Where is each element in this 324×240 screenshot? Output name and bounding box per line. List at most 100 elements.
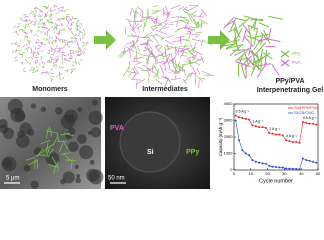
strand <box>175 35 186 39</box>
strand <box>74 37 78 40</box>
point <box>311 122 314 125</box>
strand <box>173 65 179 75</box>
strand <box>45 27 49 30</box>
point <box>261 126 264 129</box>
strand <box>196 21 199 28</box>
y-tick-label: 1000 <box>224 151 234 156</box>
tem-label: Si <box>147 149 154 156</box>
point <box>301 121 304 124</box>
strand <box>150 17 156 25</box>
strand <box>164 46 167 55</box>
strand <box>177 6 185 11</box>
strand <box>69 49 73 52</box>
strand <box>183 78 187 85</box>
strand <box>45 14 48 18</box>
strand <box>183 78 189 82</box>
strand <box>178 50 188 54</box>
strand <box>194 15 204 18</box>
strand <box>130 24 136 31</box>
strand <box>171 78 182 80</box>
strand <box>150 10 160 15</box>
strand <box>72 40 75 44</box>
strand <box>48 15 51 18</box>
strand <box>34 7 38 10</box>
point <box>301 157 304 160</box>
strand <box>244 59 253 70</box>
strand <box>53 51 56 55</box>
strand <box>40 57 43 61</box>
point <box>285 167 288 170</box>
strand <box>132 79 143 81</box>
point <box>271 165 274 168</box>
strand <box>52 58 56 61</box>
strand <box>185 74 192 79</box>
strand <box>248 44 252 56</box>
strand <box>20 28 24 32</box>
legend-label: PPy <box>292 51 301 56</box>
strand <box>67 25 69 29</box>
strand <box>83 49 85 54</box>
strand <box>62 76 65 80</box>
point <box>315 161 318 164</box>
strand <box>130 72 138 81</box>
strand <box>68 18 72 21</box>
x-tick-label: 10 <box>249 171 254 176</box>
point <box>238 139 241 142</box>
strand <box>24 16 28 18</box>
strand <box>61 60 64 64</box>
strand <box>240 55 253 67</box>
point <box>298 168 301 171</box>
point <box>305 159 308 162</box>
strand <box>84 47 87 51</box>
strand <box>164 23 174 26</box>
pore <box>10 107 26 123</box>
strand <box>42 22 45 26</box>
strand <box>63 39 65 43</box>
strand <box>39 14 42 17</box>
strand <box>36 35 40 37</box>
strand <box>57 47 61 49</box>
pore <box>60 178 66 185</box>
strand <box>52 9 56 11</box>
point <box>241 149 244 152</box>
strand <box>191 56 202 61</box>
strand <box>137 6 144 13</box>
strand <box>22 67 26 71</box>
strand <box>42 65 45 69</box>
strand <box>159 23 167 31</box>
strand <box>25 156 36 161</box>
strand <box>184 8 190 12</box>
strand <box>47 163 58 168</box>
strand <box>154 60 166 65</box>
strand <box>264 49 268 66</box>
strand <box>23 19 27 22</box>
strand <box>34 22 37 26</box>
strand <box>18 52 22 56</box>
strand <box>23 70 27 73</box>
strand <box>42 22 46 25</box>
strand <box>75 23 79 27</box>
strand <box>20 19 24 21</box>
strand <box>41 71 43 75</box>
strand <box>57 7 61 10</box>
strand <box>27 19 31 21</box>
strand <box>192 52 198 61</box>
sem-texture <box>0 98 104 189</box>
strand <box>158 54 167 58</box>
strand <box>26 60 29 64</box>
strand <box>187 56 194 59</box>
point <box>268 164 271 167</box>
chart: 0 1000 2000 3000 4000 0 10 20 30 40 50 Cycle number… <box>218 101 321 184</box>
pore <box>64 109 78 124</box>
strand <box>58 19 62 22</box>
strand <box>40 30 42 34</box>
strand <box>33 15 37 18</box>
strand <box>188 5 199 11</box>
x-axis-label: Cycle number <box>259 178 293 184</box>
strand <box>180 48 186 58</box>
strand <box>57 37 60 40</box>
strand <box>129 8 133 16</box>
strand <box>32 56 36 58</box>
strand <box>146 34 153 43</box>
strand <box>25 15 29 18</box>
